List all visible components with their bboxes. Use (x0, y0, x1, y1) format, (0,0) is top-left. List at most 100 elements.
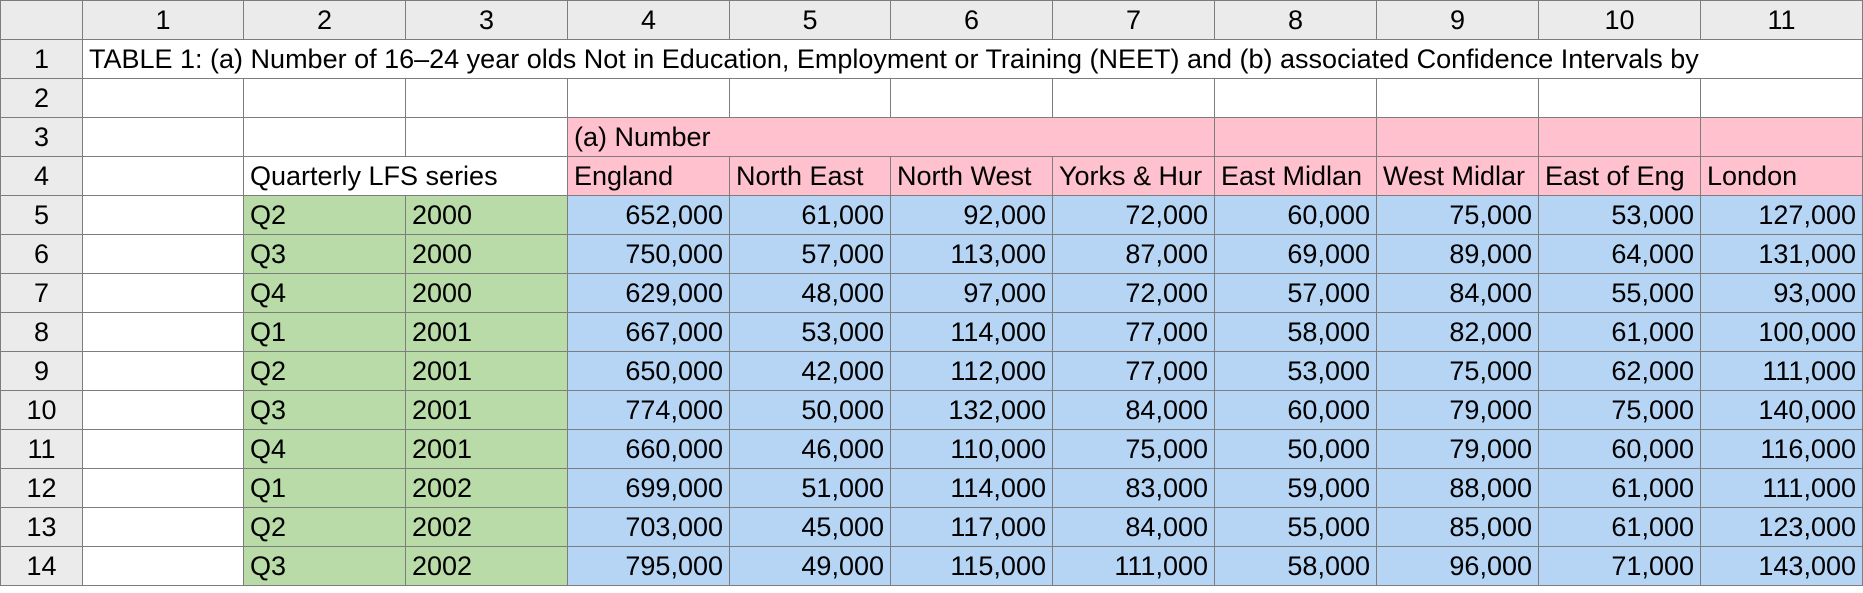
value-cell[interactable]: 51,000 (729, 468, 891, 508)
value-cell[interactable]: 114,000 (890, 468, 1053, 508)
value-cell[interactable]: 50,000 (729, 390, 891, 430)
empty-cell[interactable] (243, 117, 406, 157)
value-cell[interactable]: 77,000 (1052, 351, 1215, 391)
empty-cell[interactable] (82, 117, 244, 157)
empty-pink-cell[interactable] (1214, 117, 1377, 157)
column-header-5[interactable]: 5 (729, 0, 891, 40)
row-header-5[interactable]: 5 (0, 195, 83, 235)
value-cell[interactable]: 89,000 (1376, 234, 1539, 274)
series-label-cell[interactable]: Quarterly LFS series (243, 156, 568, 196)
region-header-cell[interactable]: West Midlar (1376, 156, 1539, 196)
value-cell[interactable]: 55,000 (1214, 507, 1377, 547)
year-cell[interactable]: 2001 (405, 351, 568, 391)
value-cell[interactable]: 77,000 (1052, 312, 1215, 352)
region-header-cell[interactable]: Yorks & Hur (1052, 156, 1215, 196)
value-cell[interactable]: 795,000 (567, 546, 730, 586)
row-header-11[interactable]: 11 (0, 429, 83, 469)
value-cell[interactable]: 71,000 (1538, 546, 1701, 586)
value-cell[interactable]: 60,000 (1214, 195, 1377, 235)
value-cell[interactable]: 72,000 (1052, 195, 1215, 235)
column-header-2[interactable]: 2 (243, 0, 406, 40)
value-cell[interactable]: 50,000 (1214, 429, 1377, 469)
value-cell[interactable]: 111,000 (1700, 468, 1863, 508)
column-header-9[interactable]: 9 (1376, 0, 1539, 40)
value-cell[interactable]: 79,000 (1376, 429, 1539, 469)
value-cell[interactable]: 650,000 (567, 351, 730, 391)
empty-cell[interactable] (405, 117, 568, 157)
empty-cell[interactable] (82, 78, 244, 118)
value-cell[interactable]: 143,000 (1700, 546, 1863, 586)
value-cell[interactable]: 117,000 (890, 507, 1053, 547)
row-header-1[interactable]: 1 (0, 39, 83, 79)
year-cell[interactable]: 2000 (405, 195, 568, 235)
empty-cell[interactable] (567, 78, 730, 118)
section-label-cell[interactable]: (a) Number (567, 117, 1215, 157)
value-cell[interactable]: 115,000 (890, 546, 1053, 586)
value-cell[interactable]: 93,000 (1700, 273, 1863, 313)
row-header-4[interactable]: 4 (0, 156, 83, 196)
value-cell[interactable]: 92,000 (890, 195, 1053, 235)
empty-pink-cell[interactable] (1700, 117, 1863, 157)
year-cell[interactable]: 2002 (405, 507, 568, 547)
empty-cell[interactable] (243, 78, 406, 118)
value-cell[interactable]: 46,000 (729, 429, 891, 469)
value-cell[interactable]: 131,000 (1700, 234, 1863, 274)
value-cell[interactable]: 100,000 (1700, 312, 1863, 352)
value-cell[interactable]: 42,000 (729, 351, 891, 391)
empty-cell[interactable] (1538, 78, 1701, 118)
empty-cell[interactable] (82, 468, 244, 508)
empty-cell[interactable] (82, 156, 244, 196)
row-header-10[interactable]: 10 (0, 390, 83, 430)
value-cell[interactable]: 75,000 (1538, 390, 1701, 430)
quarter-cell[interactable]: Q1 (243, 468, 406, 508)
year-cell[interactable]: 2002 (405, 546, 568, 586)
quarter-cell[interactable]: Q4 (243, 273, 406, 313)
value-cell[interactable]: 75,000 (1052, 429, 1215, 469)
value-cell[interactable]: 112,000 (890, 351, 1053, 391)
value-cell[interactable]: 84,000 (1052, 507, 1215, 547)
value-cell[interactable]: 127,000 (1700, 195, 1863, 235)
value-cell[interactable]: 140,000 (1700, 390, 1863, 430)
empty-cell[interactable] (82, 312, 244, 352)
quarter-cell[interactable]: Q3 (243, 390, 406, 430)
value-cell[interactable]: 61,000 (1538, 468, 1701, 508)
row-header-13[interactable]: 13 (0, 507, 83, 547)
value-cell[interactable]: 97,000 (890, 273, 1053, 313)
value-cell[interactable]: 111,000 (1052, 546, 1215, 586)
value-cell[interactable]: 53,000 (1214, 351, 1377, 391)
row-header-3[interactable]: 3 (0, 117, 83, 157)
value-cell[interactable]: 84,000 (1376, 273, 1539, 313)
column-header-11[interactable]: 11 (1700, 0, 1863, 40)
quarter-cell[interactable]: Q2 (243, 351, 406, 391)
value-cell[interactable]: 61,000 (729, 195, 891, 235)
value-cell[interactable]: 660,000 (567, 429, 730, 469)
empty-cell[interactable] (82, 390, 244, 430)
quarter-cell[interactable]: Q3 (243, 234, 406, 274)
empty-cell[interactable] (82, 273, 244, 313)
value-cell[interactable]: 53,000 (729, 312, 891, 352)
empty-cell[interactable] (1052, 78, 1215, 118)
value-cell[interactable]: 45,000 (729, 507, 891, 547)
value-cell[interactable]: 114,000 (890, 312, 1053, 352)
value-cell[interactable]: 55,000 (1538, 273, 1701, 313)
value-cell[interactable]: 72,000 (1052, 273, 1215, 313)
year-cell[interactable]: 2000 (405, 234, 568, 274)
value-cell[interactable]: 82,000 (1376, 312, 1539, 352)
value-cell[interactable]: 64,000 (1538, 234, 1701, 274)
value-cell[interactable]: 123,000 (1700, 507, 1863, 547)
value-cell[interactable]: 85,000 (1376, 507, 1539, 547)
empty-cell[interactable] (82, 546, 244, 586)
value-cell[interactable]: 61,000 (1538, 312, 1701, 352)
value-cell[interactable]: 59,000 (1214, 468, 1377, 508)
value-cell[interactable]: 774,000 (567, 390, 730, 430)
quarter-cell[interactable]: Q2 (243, 195, 406, 235)
table-title-cell[interactable]: TABLE 1: (a) Number of 16–24 year olds N… (82, 39, 1863, 79)
column-header-7[interactable]: 7 (1052, 0, 1215, 40)
value-cell[interactable]: 629,000 (567, 273, 730, 313)
column-header-3[interactable]: 3 (405, 0, 568, 40)
value-cell[interactable]: 699,000 (567, 468, 730, 508)
value-cell[interactable]: 49,000 (729, 546, 891, 586)
year-cell[interactable]: 2002 (405, 468, 568, 508)
value-cell[interactable]: 116,000 (1700, 429, 1863, 469)
column-header-10[interactable]: 10 (1538, 0, 1701, 40)
